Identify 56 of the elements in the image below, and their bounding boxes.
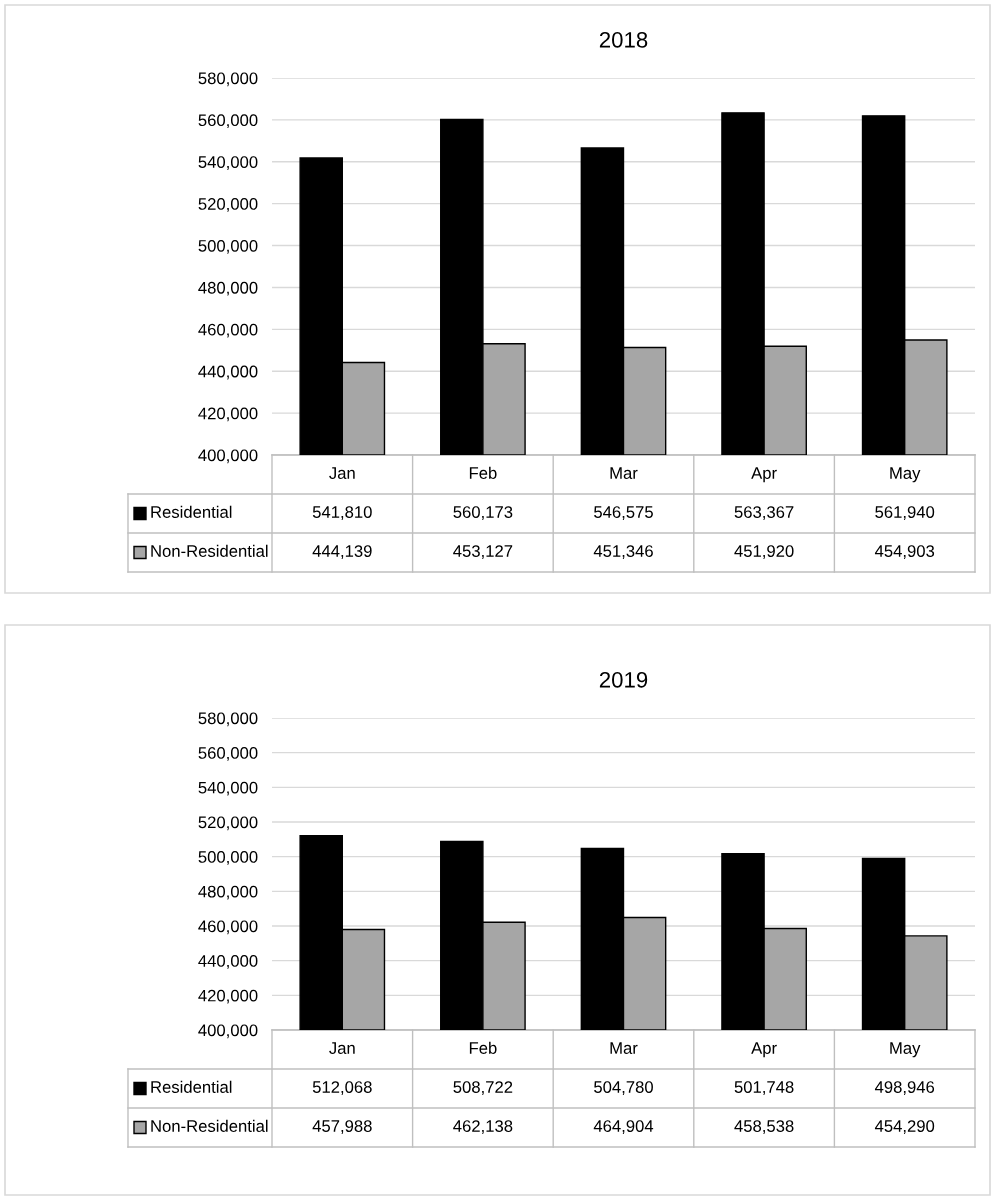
y-tick-label: 540,000: [198, 781, 258, 796]
data-label: 508,722: [453, 1081, 513, 1095]
y-tick-label: 500,000: [198, 239, 258, 254]
data-label: 501,748: [734, 1081, 794, 1095]
legend-label: Non-Residential: [151, 1119, 268, 1132]
y-tick-label: 580,000: [198, 72, 258, 87]
y-tick-label: 500,000: [198, 851, 258, 865]
x-tick-label: Mar: [610, 1042, 638, 1054]
x-tick-label: Jan: [329, 467, 355, 479]
data-label: 541,810: [312, 506, 372, 520]
data-label: 546,575: [594, 506, 653, 520]
data-label: 464,904: [593, 1120, 654, 1134]
y-tick-label: 520,000: [198, 816, 258, 831]
x-tick-label: Mar: [610, 467, 638, 479]
data-label: 457,988: [312, 1120, 372, 1134]
y-tick-label: 480,000: [198, 885, 258, 900]
x-tick-label: Apr: [751, 1042, 777, 1058]
data-label: 504,780: [594, 1081, 653, 1095]
x-tick-label: Feb: [469, 1041, 497, 1054]
chart-title: 2019: [599, 671, 648, 688]
data-label: 453,127: [453, 545, 513, 559]
y-tick-label: 480,000: [198, 281, 258, 296]
data-label: 498,946: [874, 1081, 935, 1095]
data-label: 560,173: [453, 506, 513, 520]
data-label: 444,139: [312, 545, 372, 559]
x-tick-label: May: [890, 467, 921, 483]
legend-label: Residential: [151, 505, 232, 518]
x-tick-label: Apr: [751, 467, 777, 483]
y-tick-label: 520,000: [198, 198, 258, 212]
data-label: 451,920: [734, 545, 794, 559]
data-label: 462,138: [453, 1120, 513, 1134]
x-tick-label: May: [890, 1042, 921, 1058]
y-tick-label: 560,000: [198, 747, 258, 761]
y-tick-label: 440,000: [198, 955, 258, 969]
data-label: 454,903: [874, 545, 935, 559]
data-label: 458,538: [734, 1120, 794, 1134]
y-tick-label: 400,000: [198, 1024, 258, 1039]
data-label: 454,290: [874, 1120, 935, 1134]
data-label: 512,068: [312, 1081, 372, 1095]
y-tick-label: 440,000: [198, 365, 258, 380]
y-tick-label: 540,000: [198, 156, 258, 170]
data-label: 451,346: [593, 545, 653, 559]
y-tick-label: 420,000: [198, 989, 258, 1004]
data-label: 563,367: [734, 506, 794, 520]
y-tick-label: 580,000: [198, 712, 258, 727]
legend-label: Residential: [151, 1080, 232, 1093]
y-tick-label: 460,000: [198, 323, 258, 338]
y-tick-label: 460,000: [198, 920, 258, 935]
chart-title: 2018: [599, 31, 648, 48]
data-label: 561,940: [875, 506, 935, 520]
x-tick-label: Jan: [329, 1042, 355, 1054]
y-tick-label: 420,000: [198, 407, 258, 422]
y-tick-label: 560,000: [198, 114, 258, 129]
legend-label: Non-Residential: [151, 544, 268, 557]
x-tick-label: Feb: [469, 466, 497, 479]
y-tick-label: 400,000: [198, 449, 258, 464]
